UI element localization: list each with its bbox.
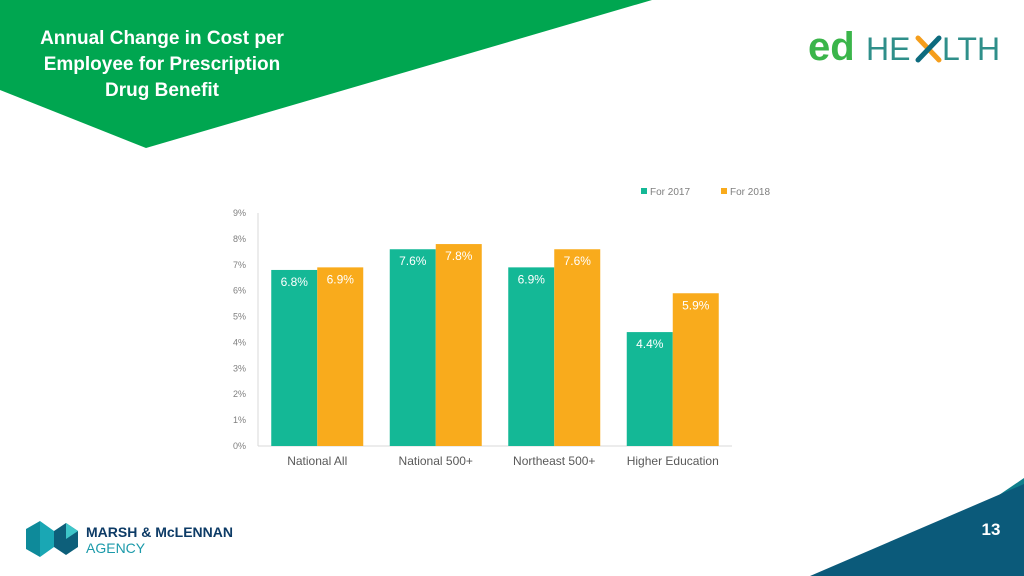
y-tick-label: 4% (233, 337, 246, 347)
agency-name-line2: AGENCY (86, 540, 146, 556)
legend-swatch (721, 188, 727, 194)
slide-title: Annual Change in Cost per Employee for P… (40, 28, 284, 101)
data-label: 6.8% (281, 275, 309, 289)
legend-swatch (641, 188, 647, 194)
logo-lth-text: LTH (942, 31, 1000, 67)
bar-2018 (672, 293, 719, 446)
bar-2018 (435, 244, 482, 446)
legend-label: For 2017 (650, 187, 690, 198)
marsh-mclennan-logo: MARSH & McLENNAN AGENCY (26, 521, 233, 557)
bar-2017 (508, 267, 555, 446)
y-tick-label: 3% (233, 363, 246, 373)
data-label: 4.4% (636, 337, 664, 351)
y-tick-label: 5% (233, 312, 246, 322)
y-tick-label: 6% (233, 286, 246, 296)
category-label: Northeast 500+ (513, 454, 595, 468)
data-label: 6.9% (518, 272, 546, 286)
logo-x-mark-icon (915, 35, 942, 63)
data-label: 7.6% (564, 254, 592, 268)
bar-2017 (271, 269, 318, 446)
y-tick-label: 0% (233, 441, 246, 451)
category-label: National 500+ (399, 454, 473, 468)
corner-decoration (810, 478, 1024, 576)
bar-2018 (554, 249, 601, 446)
agency-name-line1: MARSH & McLENNAN (86, 524, 233, 540)
category-label: National All (287, 454, 347, 468)
edhealth-logo: ed HE LTH (808, 25, 1000, 68)
y-tick-label: 9% (233, 208, 246, 218)
data-label: 7.8% (445, 249, 473, 263)
data-label: 5.9% (682, 298, 710, 312)
category-label: Higher Education (627, 454, 719, 468)
bar-2017 (626, 332, 673, 446)
data-label: 6.9% (327, 272, 355, 286)
bar-chart: 0% 1% 2% 3% 4% 5% 6% 7% 8% 9% 6.8% 6.9% National All… (233, 187, 770, 468)
y-tick-label: 1% (233, 415, 246, 425)
bar-2018 (317, 267, 364, 446)
y-tick-label: 2% (233, 389, 246, 399)
page-number: 13 (981, 520, 1001, 539)
data-label: 7.6% (399, 254, 427, 268)
y-tick-label: 8% (233, 234, 246, 244)
title-banner (0, 0, 652, 148)
bar-2017 (389, 249, 436, 446)
legend-label: For 2018 (730, 187, 770, 198)
y-tick-label: 7% (233, 260, 246, 270)
logo-ed-text: ed (808, 25, 855, 68)
logo-he-text: HE (866, 31, 910, 67)
agency-mark-icon (26, 521, 78, 557)
